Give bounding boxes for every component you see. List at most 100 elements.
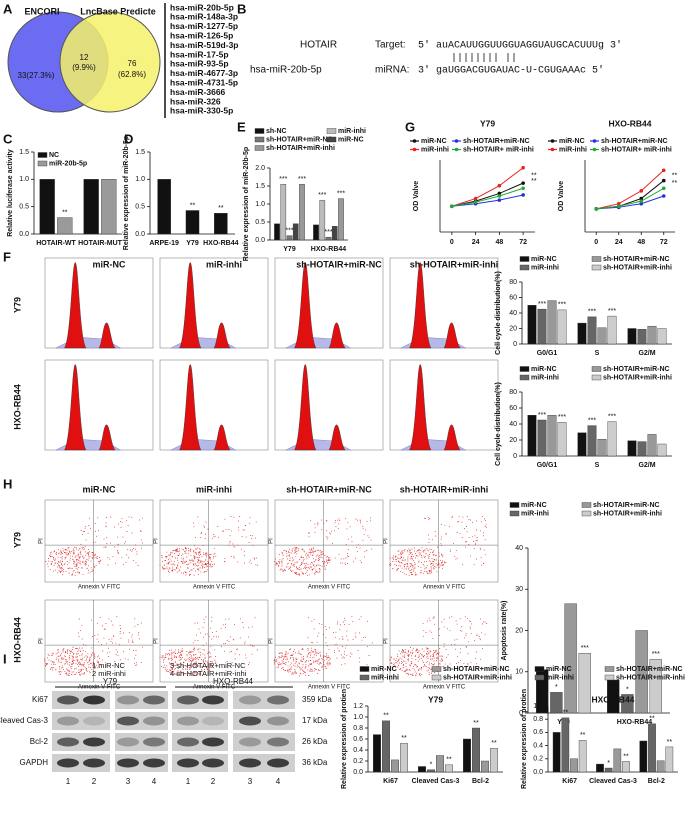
legend-label: miR-inhi <box>546 674 574 681</box>
legend-label: sh-HOTAIR+miR-inhi <box>593 510 662 517</box>
apoptosis-y-label: PI <box>154 638 160 644</box>
panel-label: I <box>3 651 7 666</box>
histogram-g2-peak <box>443 424 461 451</box>
panel-label: G <box>405 119 415 134</box>
wb-band <box>117 716 139 726</box>
bar <box>39 179 55 235</box>
legend-label: miR-NC <box>421 138 447 145</box>
y-tick-label: 0.4 <box>353 747 363 754</box>
flow-row-label: HXO-RB44 <box>12 384 22 430</box>
wb-membrane <box>233 712 295 730</box>
bar <box>557 309 567 345</box>
wb-band <box>202 716 224 726</box>
mirna-item: hsa-miR-126-5p <box>170 30 233 40</box>
bar <box>472 727 480 773</box>
apoptosis-y-label: PI <box>154 538 160 544</box>
bar <box>607 421 617 457</box>
apoptosis-row-label: HXO-RB44 <box>12 617 22 663</box>
mirna-item: hsa-miR-326 <box>170 96 221 106</box>
significance: *** <box>608 413 616 420</box>
legend-label: miR-inhi <box>531 264 559 271</box>
wb-band <box>143 758 165 768</box>
scatter-frame <box>159 499 269 583</box>
x-tick-label: Ki67 <box>383 778 398 785</box>
histogram-frame <box>159 359 269 451</box>
line <box>596 187 664 210</box>
histogram-frame <box>44 359 154 451</box>
bar <box>564 603 577 714</box>
apoptosis-x-label: Annexin V FITC <box>193 585 236 591</box>
legend-swatch <box>519 256 530 262</box>
y-axis-label: Relative luciferase activity <box>7 149 14 237</box>
bar <box>597 327 607 345</box>
y-axis-label: Relative expression of miR-20b-5p <box>123 136 130 250</box>
significance: ** <box>672 172 678 179</box>
legend-label: sh-HOTAIR+miR-NC <box>463 138 530 145</box>
line-point <box>639 199 644 203</box>
scatter-points <box>159 516 258 577</box>
significance: ** <box>218 205 224 212</box>
wb-membrane <box>233 733 295 751</box>
apoptosis-x-label: Annexin V FITC <box>308 685 351 691</box>
venn-overlap-count: 12 <box>80 53 89 62</box>
y-axis-label: Apoptosis rate(%) <box>501 601 508 661</box>
chart-title: HXO-RB44 <box>609 118 652 128</box>
bar <box>637 329 647 345</box>
mirna-item: hsa-miR-1277-5p <box>170 21 238 31</box>
legend-swatch <box>254 136 265 143</box>
bar <box>445 764 453 773</box>
apoptosis-column-label: miR-inhi <box>196 484 232 494</box>
mirna-item: hsa-miR-519d-3p <box>170 40 239 50</box>
wb-band <box>57 695 79 705</box>
significance: ** <box>623 753 629 760</box>
wb-band <box>83 737 105 747</box>
histogram-g2-peak <box>443 322 461 349</box>
bar <box>587 316 597 345</box>
panel-label: A <box>3 1 13 16</box>
significance: *** <box>652 651 660 658</box>
significance: *** <box>298 176 306 183</box>
mirna-item: hsa-miR-17-5p <box>170 49 229 59</box>
histogram-g2-peak <box>213 322 231 349</box>
mirna-item: hsa-miR-330-5p <box>170 106 233 116</box>
y-axis-label: Relative expression of miR-20b-5p <box>243 147 250 261</box>
significance: *** <box>538 301 546 308</box>
legend-swatch <box>591 256 602 262</box>
bar <box>648 723 656 773</box>
legend-swatch <box>591 366 602 372</box>
legend-label: sh-HOTAIR+miR-NC <box>593 502 660 509</box>
apoptosis-x-label: Annexin V FITC <box>423 585 466 591</box>
x-tick-label: Cleaved Cas-3 <box>412 778 460 785</box>
bar <box>552 732 561 773</box>
significance: ** <box>62 209 68 216</box>
line-point <box>661 168 666 173</box>
legend-label: NC <box>49 152 59 159</box>
y-axis-label: OD Valve <box>413 181 420 211</box>
wb-membrane <box>115 754 168 772</box>
line-point <box>497 194 502 198</box>
bar <box>647 325 657 345</box>
significance: ** <box>383 713 389 720</box>
histogram-frame <box>159 257 269 349</box>
apoptosis-y-label: PI <box>39 638 45 644</box>
y-tick-label: 0.0 <box>135 231 145 238</box>
line-point <box>594 207 599 211</box>
x-tick-label: S <box>595 462 600 469</box>
histogram-g1-peak <box>294 364 317 451</box>
bar <box>418 766 426 773</box>
wb-membrane <box>172 691 228 709</box>
y-tick-label: 1.5 <box>255 183 265 190</box>
bar <box>286 235 293 241</box>
wb-membrane <box>52 712 110 730</box>
mirna-item: hsa-miR-3666 <box>170 87 226 97</box>
scatter-points <box>44 615 143 676</box>
line-point <box>521 165 525 170</box>
y-tick-label: 0.2 <box>533 756 543 763</box>
chart-title: Y79 <box>428 694 443 704</box>
mirna-item: hsa-miR-93-5p <box>170 59 229 69</box>
legend-swatch <box>534 674 545 681</box>
legend-label: sh-HOTAIR+miR-inhi <box>603 264 672 271</box>
wb-band <box>117 758 139 768</box>
y-tick-label: 0.0 <box>533 769 543 776</box>
legend-swatch <box>254 145 265 151</box>
